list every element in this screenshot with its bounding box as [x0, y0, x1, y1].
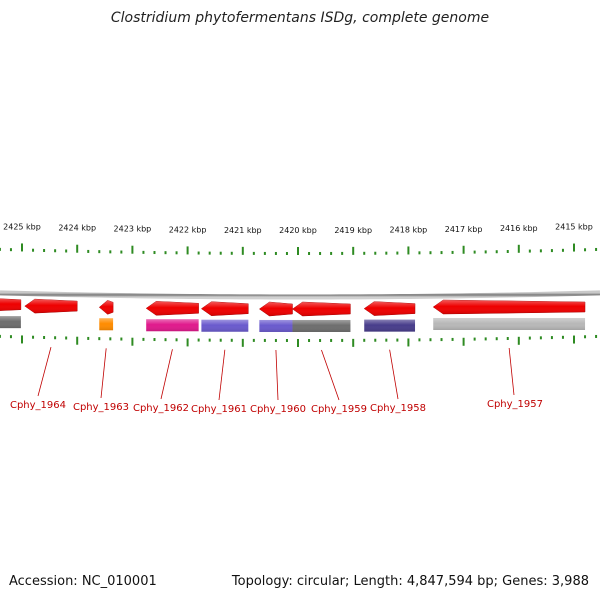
scale-label: 2418 kbp	[390, 225, 428, 234]
scale-label: 2424 kbp	[58, 224, 96, 233]
gene-label: Cphy_1963	[73, 402, 129, 413]
gene-label: Cphy_1962	[133, 403, 189, 414]
gene-arrow-highlight	[259, 302, 293, 316]
gene-label: Cphy_1960	[250, 404, 306, 415]
gene-labels: Cphy_1964 Cphy_1963 Cphy_1962 Cphy_1961 Cphy…	[10, 347, 543, 415]
label-leader-line	[275, 349, 279, 401]
scale-label: 2422 kbp	[169, 225, 207, 234]
gene-arrow-highlight	[292, 302, 351, 316]
gene-arrow-highlight	[433, 300, 585, 314]
gene-arrow-highlight	[201, 301, 249, 316]
label-leader-line	[160, 349, 173, 400]
inner-scale-ticks	[0, 334, 598, 347]
label-leader-line	[389, 349, 399, 400]
map-title: Clostridium phytofermentans ISDg, comple…	[110, 10, 490, 26]
genome-backbone	[0, 290, 600, 300]
scale-labels: 2425 kbp 2424 kbp 2423 kbp 2422 kbp 2421 kbp…	[3, 222, 593, 235]
genome-summary-text: Topology: circular; Length: 4,847,594 bp…	[231, 574, 589, 589]
scale-label: 2421 kbp	[224, 226, 262, 235]
cog-block-highlight	[433, 317, 586, 330]
gene-arrow-highlight	[364, 301, 415, 316]
label-leader-line	[321, 349, 340, 401]
cog-block-highlight	[259, 319, 293, 332]
gene-label: Cphy_1961	[191, 404, 247, 415]
gene-arrow-highlight	[146, 301, 199, 316]
gene-label: Cphy_1964	[10, 400, 66, 411]
label-leader-line	[508, 347, 515, 396]
scale-label: 2420 kbp	[279, 226, 317, 235]
gene-arrow-highlight	[99, 300, 114, 315]
gene-features	[0, 298, 586, 317]
gene-arrow-highlight	[24, 299, 78, 314]
scale-label: 2415 kbp	[555, 223, 593, 232]
cog-block-highlight	[201, 319, 249, 332]
label-leader-line	[37, 347, 52, 397]
outer-scale-ticks	[0, 243, 598, 255]
gene-label: Cphy_1959	[311, 404, 367, 415]
gene-label: Cphy_1957	[487, 399, 543, 410]
cog-block-highlight	[364, 319, 416, 332]
label-leader-line	[218, 349, 226, 401]
accession-text: Accession: NC_010001	[9, 574, 157, 589]
scale-label: 2417 kbp	[445, 225, 483, 234]
scale-label: 2423 kbp	[114, 225, 152, 234]
cog-category-track	[0, 316, 586, 332]
scale-label: 2416 kbp	[500, 224, 538, 233]
cog-block-highlight	[0, 316, 21, 329]
gene-label: Cphy_1958	[370, 403, 426, 414]
scale-label: 2419 kbp	[334, 226, 372, 235]
cog-block-highlight	[99, 318, 114, 331]
gene-arrow-highlight	[0, 298, 21, 311]
scale-label: 2425 kbp	[3, 222, 41, 231]
cog-block-highlight	[292, 319, 351, 332]
label-leader-line	[100, 348, 107, 399]
cog-block-highlight	[146, 319, 199, 332]
